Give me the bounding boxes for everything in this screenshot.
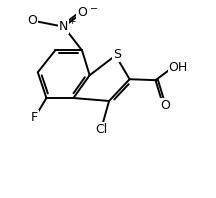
Text: F: F	[31, 111, 38, 124]
Text: +: +	[68, 17, 76, 26]
Text: OH: OH	[168, 61, 188, 74]
Text: N: N	[59, 20, 68, 33]
Text: −: −	[90, 4, 98, 13]
Text: O: O	[27, 14, 37, 27]
Text: O: O	[160, 99, 170, 112]
Text: O: O	[77, 6, 87, 19]
Text: S: S	[113, 48, 121, 61]
Text: Cl: Cl	[95, 123, 108, 136]
